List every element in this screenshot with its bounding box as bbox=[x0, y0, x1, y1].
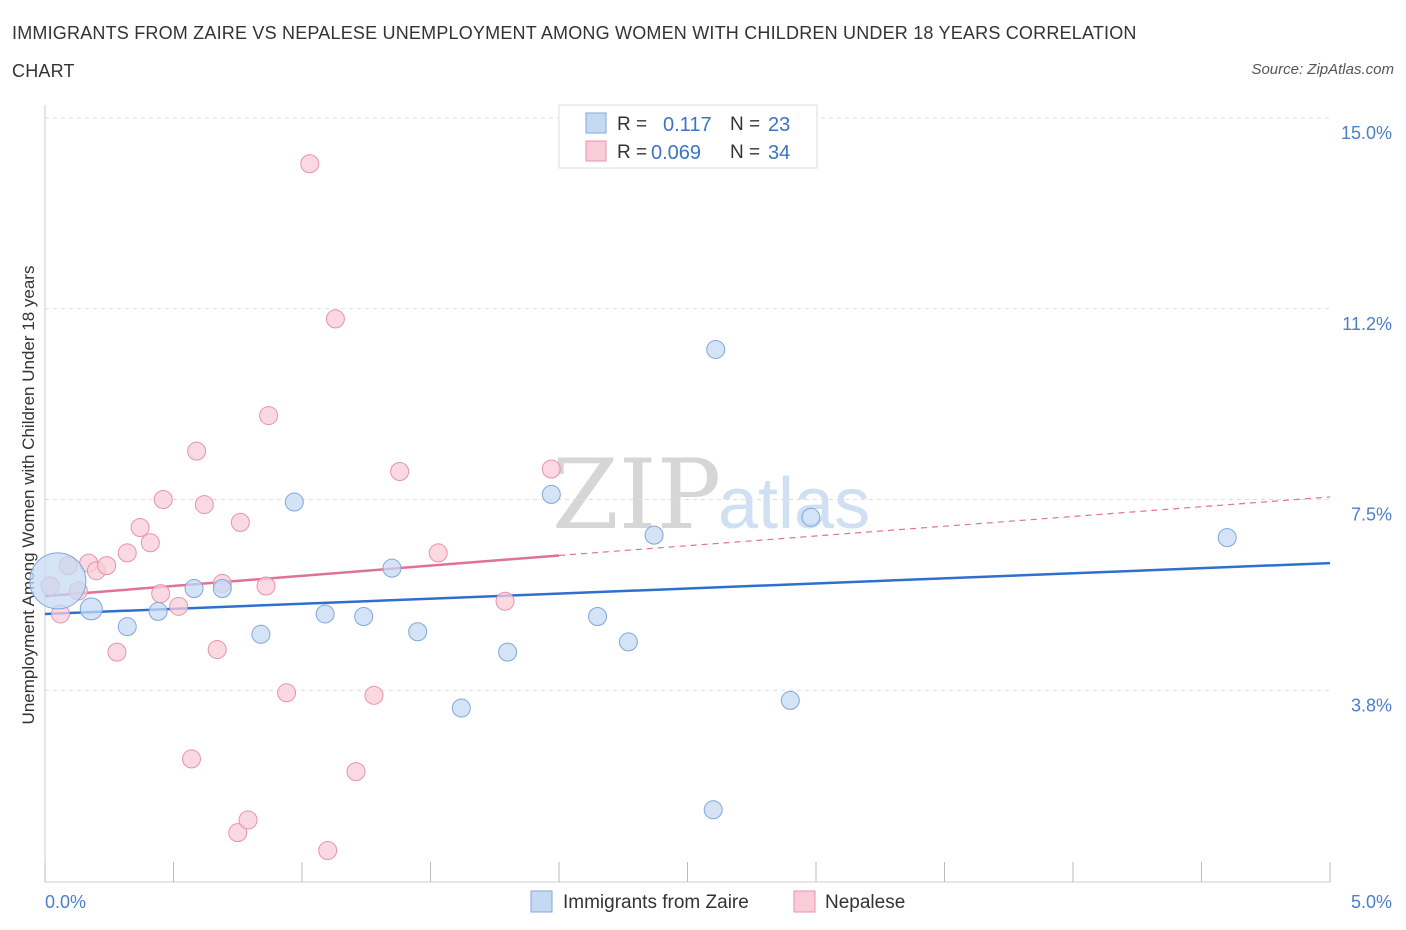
watermark-atlas: atlas bbox=[718, 464, 870, 544]
zaire-point bbox=[117, 617, 137, 637]
legend-n-label-nepalese: N = bbox=[730, 142, 760, 163]
zaire-point bbox=[1217, 528, 1237, 548]
nepalese-point bbox=[117, 543, 137, 563]
legend-n-value-nepalese: 34 bbox=[768, 142, 790, 164]
zaire-point bbox=[451, 698, 471, 718]
zaire-points bbox=[29, 339, 1237, 820]
grid-lines bbox=[45, 117, 1330, 691]
bottom-legend-swatch-zaire bbox=[530, 890, 553, 913]
nepalese-point bbox=[230, 512, 250, 532]
legend-r-label-zaire: R = bbox=[617, 114, 647, 135]
correlation-legend: R = 0.117 N = 23 R = 0.069 N = 34 bbox=[558, 104, 818, 169]
y-tick-labels: 3.8% 7.5% 11.2% 15.0% bbox=[1341, 123, 1392, 715]
nepalese-point bbox=[364, 685, 384, 705]
nepalese-point bbox=[130, 517, 150, 537]
nepalese-point bbox=[238, 810, 258, 830]
series-legend: Immigrants from Zaire Nepalese bbox=[530, 890, 905, 913]
y-tick-label: 11.2% bbox=[1342, 314, 1392, 334]
zaire-point bbox=[354, 606, 374, 626]
zaire-point bbox=[79, 597, 103, 621]
trend-lines bbox=[44, 496, 1331, 616]
nepalese-point bbox=[194, 495, 214, 515]
legend-r-value-nepalese: 0.069 bbox=[651, 142, 701, 164]
legend-n-value-zaire: 23 bbox=[768, 114, 790, 136]
nepalese-point bbox=[428, 543, 448, 563]
zaire-point bbox=[251, 624, 271, 644]
nepalese-point bbox=[259, 406, 279, 426]
chart-title: IMMIGRANTS FROM ZAIRE VS NEPALESE UNEMPL… bbox=[12, 23, 1137, 81]
zaire-point bbox=[212, 579, 232, 599]
zaire-point bbox=[644, 525, 664, 545]
zaire-point bbox=[703, 800, 723, 820]
nepalese-point bbox=[300, 154, 320, 174]
zaire-point bbox=[184, 579, 204, 599]
zaire-point bbox=[148, 601, 168, 621]
zaire-point bbox=[382, 558, 402, 578]
zaire-point bbox=[780, 690, 800, 710]
nepalese-point bbox=[256, 576, 276, 596]
nepalese-point bbox=[153, 490, 173, 509]
y-tick-label: 15.0% bbox=[1341, 123, 1392, 143]
zaire-point bbox=[588, 606, 608, 626]
x-tick-label-min: 0.0% bbox=[45, 892, 86, 912]
source-label: Source: ZipAtlas.com bbox=[1251, 61, 1394, 78]
zaire-point bbox=[706, 339, 726, 359]
zaire-point bbox=[284, 492, 304, 512]
x-tick-label-max: 5.0% bbox=[1351, 892, 1392, 912]
nepalese-point bbox=[390, 462, 410, 482]
nepalese-point bbox=[495, 591, 515, 611]
nepalese-point bbox=[346, 762, 366, 782]
legend-r-label-nepalese: R = bbox=[617, 142, 647, 163]
legend-r-value-zaire: 0.117 bbox=[663, 114, 712, 136]
zaire-point bbox=[29, 552, 87, 610]
nepalese-point bbox=[151, 584, 171, 604]
watermark-zip: ZIP bbox=[552, 439, 721, 551]
nepalese-point bbox=[169, 596, 189, 616]
nepalese-point bbox=[541, 459, 561, 479]
nepalese-trend-extension bbox=[558, 496, 1331, 557]
legend-n-label-zaire: N = bbox=[730, 114, 760, 135]
y-axis-label: Unemployment Among Women with Children U… bbox=[19, 266, 38, 725]
bottom-legend-label-zaire: Immigrants from Zaire bbox=[563, 892, 749, 913]
zaire-point bbox=[618, 632, 638, 652]
bottom-legend-label-nepalese: Nepalese bbox=[825, 892, 905, 913]
legend-swatch-zaire bbox=[585, 112, 607, 134]
zaire-point bbox=[498, 642, 518, 662]
y-tick-label: 3.8% bbox=[1351, 695, 1392, 715]
nepalese-point bbox=[181, 749, 201, 769]
zaire-point bbox=[801, 507, 821, 527]
nepalese-point bbox=[107, 642, 127, 662]
nepalese-point bbox=[277, 683, 297, 703]
nepalese-trend-line bbox=[44, 554, 560, 598]
nepalese-point bbox=[325, 309, 345, 329]
bottom-legend-swatch-nepalese bbox=[793, 890, 816, 913]
nepalese-point bbox=[140, 533, 160, 553]
axes bbox=[44, 105, 1331, 883]
nepalese-point bbox=[207, 640, 227, 660]
nepalese-point bbox=[318, 840, 338, 860]
zaire-trend-line bbox=[44, 561, 1331, 616]
nepalese-point bbox=[228, 823, 248, 843]
zaire-point bbox=[541, 484, 561, 504]
nepalese-point bbox=[187, 441, 207, 461]
nepalese-point bbox=[97, 556, 117, 576]
zaire-point bbox=[315, 604, 335, 624]
zaire-point bbox=[408, 622, 428, 642]
y-tick-label: 7.5% bbox=[1351, 505, 1392, 525]
legend-swatch-nepalese bbox=[585, 140, 607, 162]
